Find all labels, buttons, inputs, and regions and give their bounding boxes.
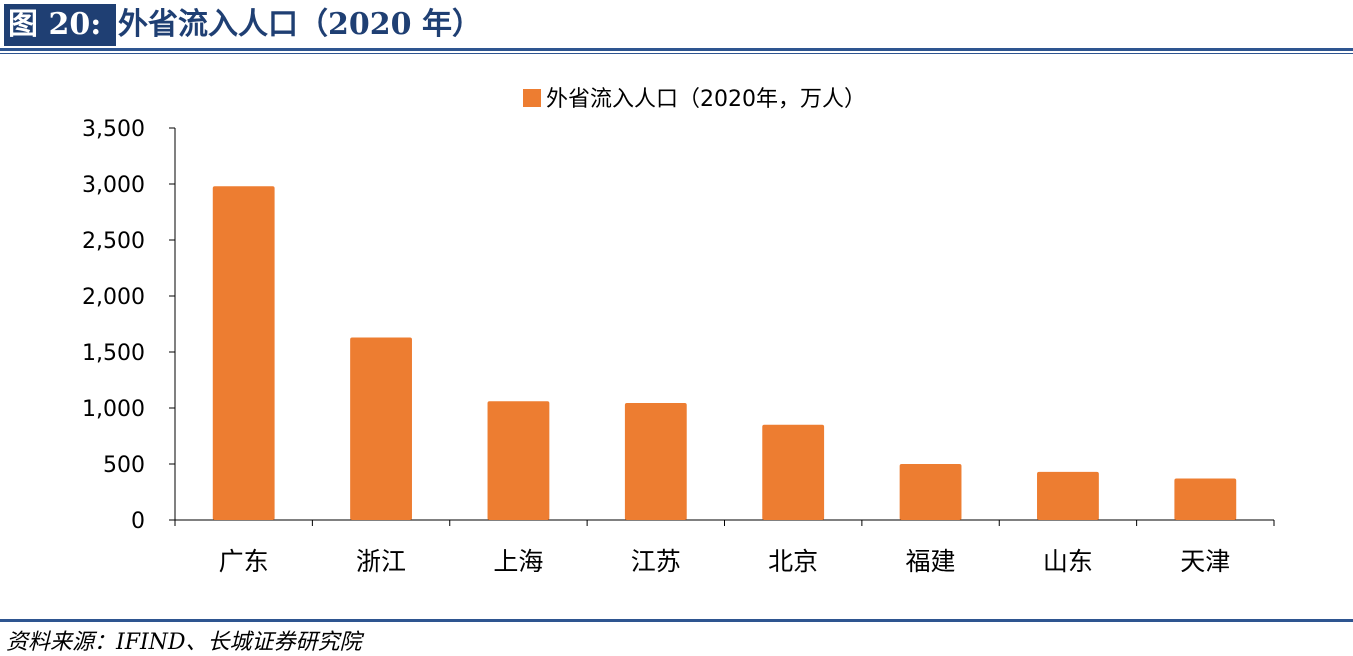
y-axis: 0 500 1,000 1,500 2,000 2,500 3,000 3,500 [82,117,176,534]
bar [762,424,825,520]
figure-label: 图 20: [4,4,116,46]
bar [487,401,550,520]
x-axis: 广东 浙江 上海 江苏 北京 福建 山东 天津 [174,519,1275,576]
bar [350,337,412,520]
y-tick-label: 1,000 [82,397,145,422]
legend-label: 外省流入人口（2020年，万人） [546,87,866,112]
y-tick-label: 2,500 [82,229,145,254]
x-category-label: 上海 [493,547,543,576]
bar [624,402,687,520]
y-tick-label: 500 [103,453,145,478]
y-tick-label: 3,000 [82,173,145,198]
x-category-label: 天津 [1180,547,1230,576]
x-category-label: 山东 [1043,547,1093,576]
figure-header: 图 20: 外省流入人口（2020 年） [0,0,1353,56]
x-category-label: 广东 [219,547,269,576]
x-category-label: 北京 [768,547,818,576]
chart-legend: 外省流入人口（2020年，万人） [523,87,866,112]
bar-series [212,186,1237,521]
header-rule [0,48,1353,51]
header-rule-thin [0,53,1353,54]
source-note: 资料来源：IFIND、长城证券研究院 [6,630,362,655]
y-tick-label: 1,500 [82,341,145,366]
y-tick-label: 2,000 [82,285,145,310]
y-tick-label: 0 [131,509,145,534]
bar [212,186,275,521]
x-category-label: 江苏 [631,547,681,576]
bar [1037,471,1099,520]
figure-title: 外省流入人口（2020 年） [118,7,482,42]
y-tick-label: 3,500 [82,117,145,142]
bar [1174,478,1237,520]
x-category-label: 浙江 [356,547,406,576]
x-category-label: 福建 [906,547,956,576]
bar [899,464,962,520]
bar-chart: 外省流入人口（2020年，万人） 0 500 1,000 1,500 2,000 2,50… [82,87,1275,576]
footer-rule [0,619,1353,622]
legend-swatch [523,89,541,107]
